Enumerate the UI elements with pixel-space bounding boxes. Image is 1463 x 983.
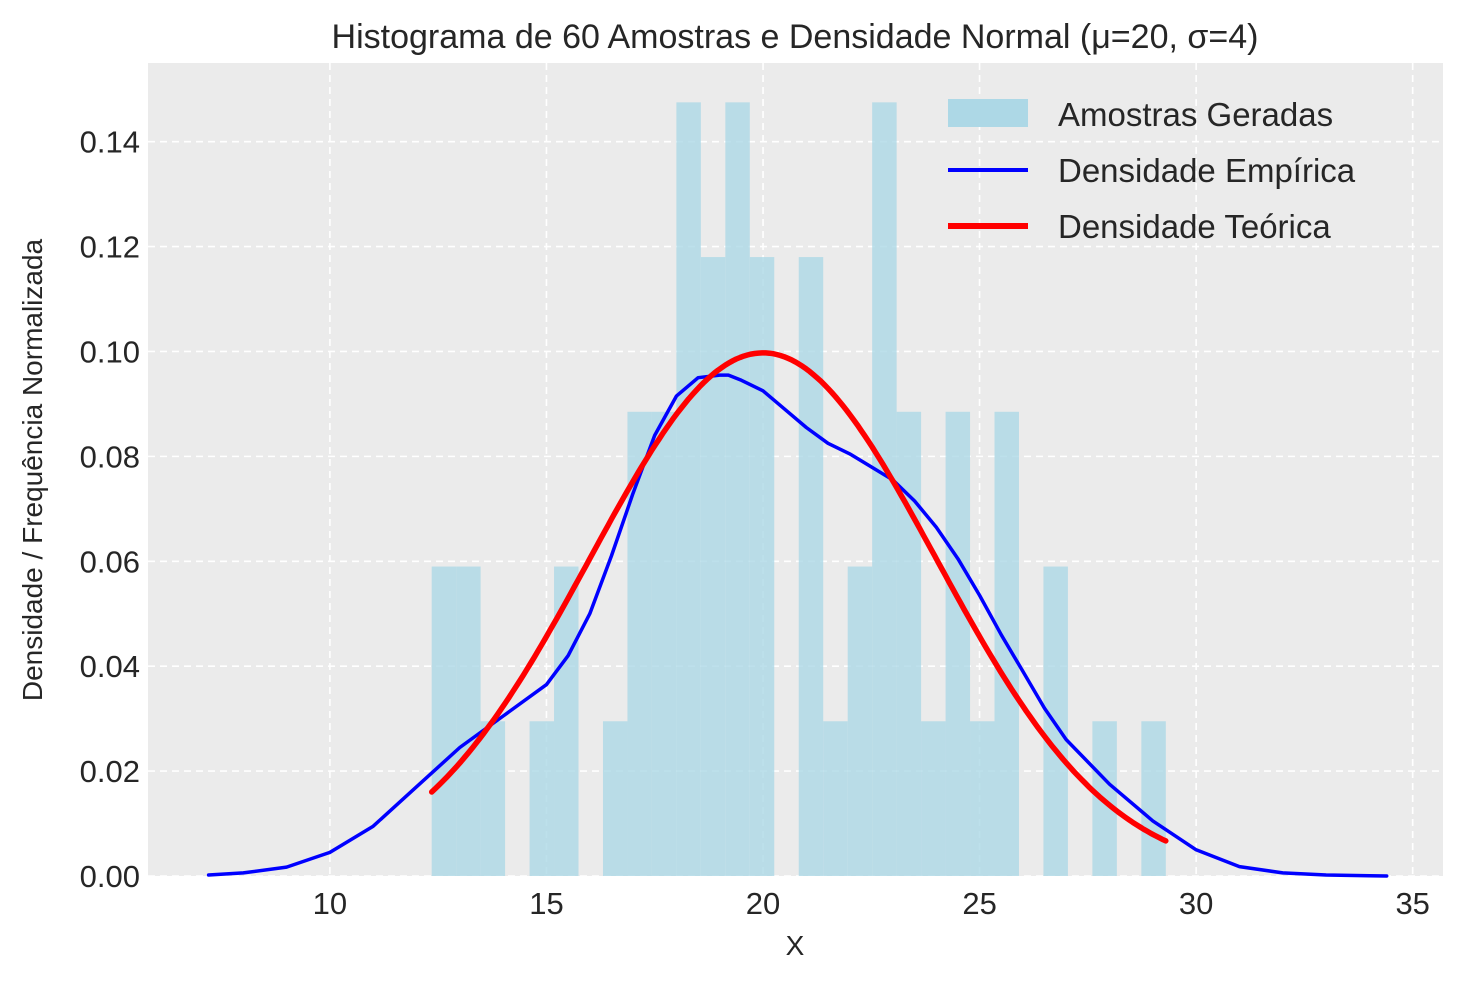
histogram-bar [823,721,848,876]
legend-label-empirical: Densidade Empírica [1058,152,1356,189]
chart-title: Histograma de 60 Amostras e Densidade No… [332,18,1259,56]
legend-label-histogram: Amostras Geradas [1058,96,1333,133]
histogram-bar [700,257,726,877]
y-axis-label: Densidade / Frequência Normalizada [17,238,48,701]
histogram-bar [1141,721,1166,876]
y-tick-label: 0.06 [80,544,140,579]
y-tick-label: 0.08 [80,439,140,474]
y-axis-ticks: 0.00 0.02 0.04 0.06 0.08 0.10 0.12 0.14 [80,125,140,894]
histogram-bar [749,257,775,877]
legend-swatch-histogram [948,99,1028,127]
histogram-bar [725,102,750,877]
x-tick-label: 25 [962,886,996,921]
histogram-bar [847,566,873,876]
y-tick-label: 0.12 [80,230,140,265]
histogram-bar [651,411,677,876]
x-tick-label: 35 [1395,886,1429,921]
legend: Amostras Geradas Densidade Empírica Dens… [948,96,1356,245]
y-tick-label: 0.00 [80,859,140,894]
y-tick-label: 0.14 [80,125,140,160]
histogram-bar [602,721,628,876]
x-axis-ticks: 10 15 20 25 30 35 [313,886,1430,921]
x-tick-label: 20 [746,886,780,921]
density-lines [206,350,1389,878]
histogram-bar [676,102,701,877]
line-theoretical-density [428,350,1169,844]
x-tick-label: 15 [529,886,563,921]
x-tick-label: 30 [1179,886,1213,921]
histogram-bar [529,721,555,876]
histogram-bar [921,721,946,876]
legend-label-theoretical: Densidade Teórica [1058,208,1331,245]
histogram-bar [456,566,481,876]
y-tick-label: 0.04 [80,649,140,684]
y-tick-label: 0.02 [80,754,140,789]
histogram-bar [945,411,971,876]
histogram-bar [1043,566,1068,876]
y-tick-label: 0.10 [80,334,140,369]
histogram-bar [798,257,824,877]
x-tick-label: 10 [313,886,347,921]
histogram-bar [431,566,457,876]
histogram-bar [872,102,897,877]
histogram-bar [896,411,922,876]
histogram-bar [970,721,995,876]
x-axis-label: X [786,930,805,961]
histogram-bar [480,721,506,876]
plot-area [148,63,1443,876]
